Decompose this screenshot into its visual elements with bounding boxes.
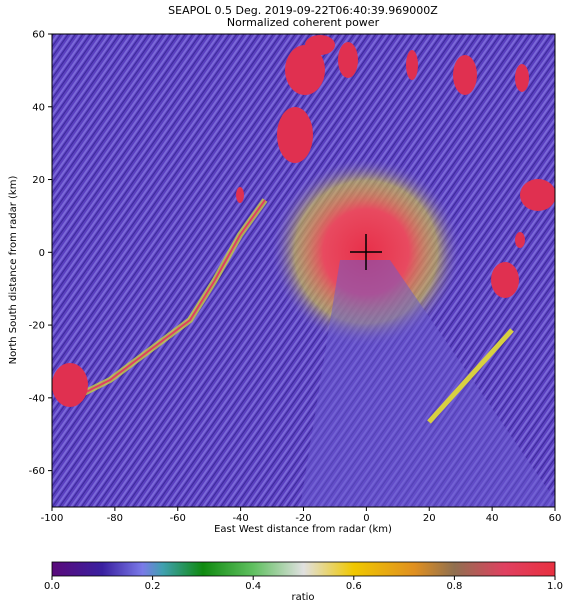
colorbar-tick-label: 0.2 <box>145 581 161 592</box>
colorbar-tick-label: 0.0 <box>44 581 60 592</box>
colorbar-tick-label: 0.6 <box>346 581 362 592</box>
chart-subtitle: Normalized coherent power <box>227 16 380 29</box>
y-tick-label: 60 <box>32 30 45 41</box>
y-tick-label: 40 <box>32 102 45 113</box>
x-tick-label: 0 <box>363 513 369 524</box>
x-tick-label: -40 <box>232 513 248 524</box>
colorbar-label: ratio <box>291 592 314 603</box>
colorbar-tick-label: 1.0 <box>547 581 563 592</box>
y-tick-label: 20 <box>32 175 45 186</box>
radar-field <box>52 34 555 507</box>
x-tick-label: 40 <box>486 513 499 524</box>
y-tick-label: -60 <box>29 466 45 477</box>
y-tick-label: 0 <box>39 248 45 259</box>
y-tick-label: -40 <box>29 393 45 404</box>
x-tick-label: -20 <box>295 513 311 524</box>
radar-marker <box>350 234 382 270</box>
x-tick-label: -80 <box>107 513 123 524</box>
y-axis-label: North South distance from radar (km) <box>8 176 19 365</box>
chart-title: SEAPOL 0.5 Deg. 2019-09-22T06:40:39.9690… <box>168 4 438 17</box>
y-tick-label: -20 <box>29 321 45 332</box>
x-axis-label: East West distance from radar (km) <box>214 524 392 535</box>
x-tick-label: -60 <box>170 513 186 524</box>
x-tick-label: 20 <box>423 513 436 524</box>
colorbar <box>51 561 556 577</box>
x-tick-label: 60 <box>549 513 562 524</box>
x-tick-label: -100 <box>41 513 64 524</box>
colorbar-tick-label: 0.4 <box>245 581 261 592</box>
colorbar-tick-label: 0.8 <box>446 581 462 592</box>
